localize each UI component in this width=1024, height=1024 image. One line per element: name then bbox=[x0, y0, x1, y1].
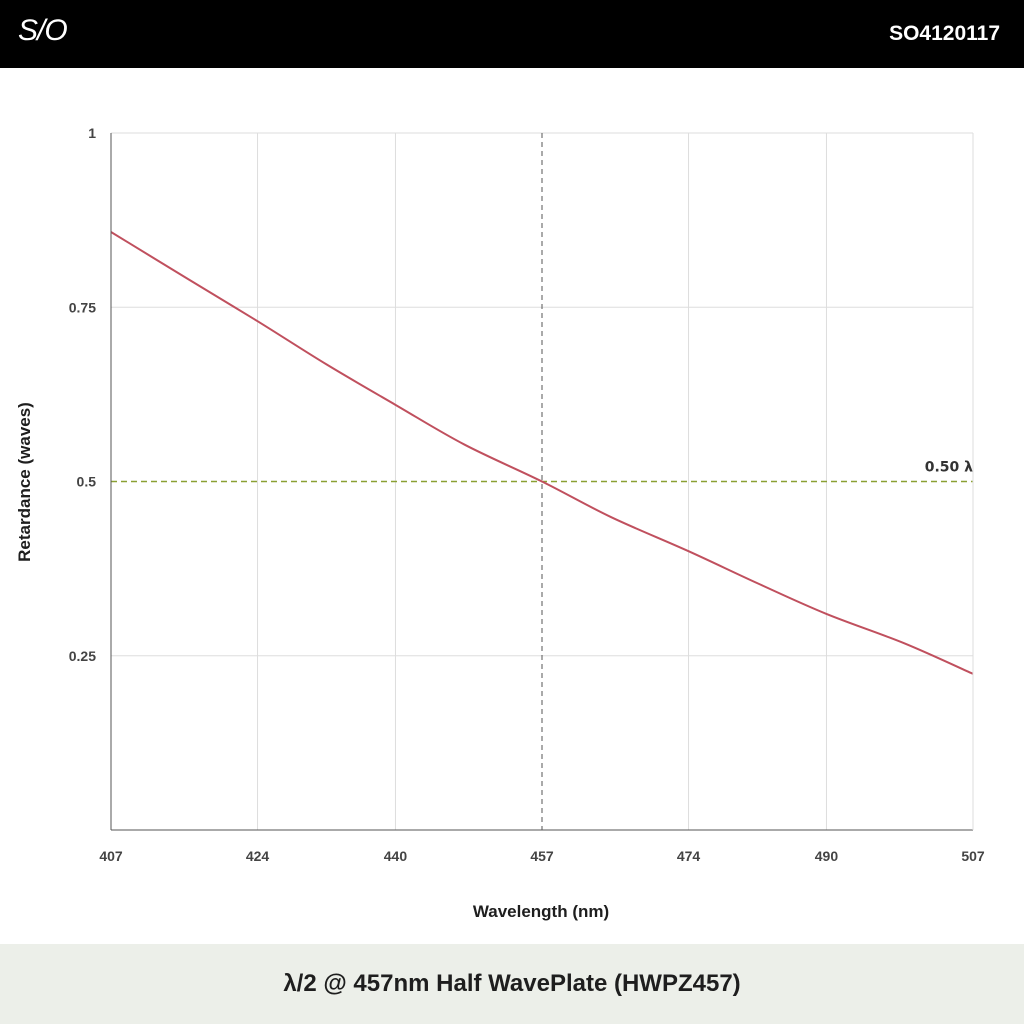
x-axis-label: Wavelength (nm) bbox=[473, 902, 609, 921]
brand-logo: S/O bbox=[18, 14, 68, 47]
y-tick-label: 0.25 bbox=[69, 648, 96, 664]
series-curve bbox=[110, 231, 974, 675]
tick-labels: 407 424 440 457 474 490 507 0.25 0.5 0.75 1 bbox=[69, 125, 985, 864]
retardance-chart: 0.50 λ 407 424 440 457 474 490 507 0.25 0.5 0.75 1… bbox=[15, 125, 985, 921]
x-tick-label: 424 bbox=[246, 848, 270, 864]
header-bar: S/O SO4120117 bbox=[0, 0, 1024, 68]
x-tick-label: 474 bbox=[677, 848, 701, 864]
y-tick-label: 1 bbox=[88, 125, 96, 141]
x-tick-label: 440 bbox=[384, 848, 408, 864]
product-code: SO4120117 bbox=[889, 22, 1000, 45]
x-tick-label: 457 bbox=[530, 848, 554, 864]
x-tick-label: 407 bbox=[99, 848, 123, 864]
reference-line-label: 0.50 λ bbox=[925, 460, 973, 476]
x-tick-label: 507 bbox=[961, 848, 985, 864]
axes bbox=[110, 133, 974, 831]
y-tick-label: 0.75 bbox=[69, 299, 96, 315]
y-axis-label: Retardance (waves) bbox=[15, 402, 34, 562]
x-tick-label: 490 bbox=[815, 848, 839, 864]
y-tick-label: 0.5 bbox=[77, 474, 97, 490]
series-line bbox=[110, 231, 974, 675]
product-title: λ/2 @ 457nm Half WavePlate (HWPZ457) bbox=[0, 944, 1024, 1024]
